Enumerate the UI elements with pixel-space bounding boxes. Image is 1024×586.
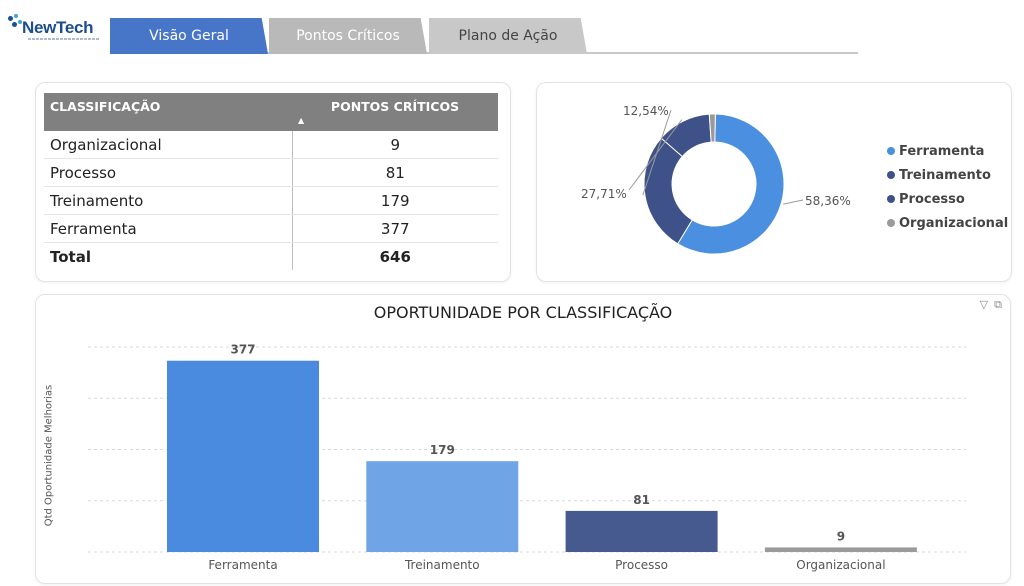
table-row: Organizacional 9 (44, 131, 498, 159)
donut-leader-line (628, 119, 683, 191)
legend-item-processo[interactable]: Processo (887, 187, 1008, 211)
donut-leader-line (783, 199, 804, 205)
total-value: 646 (379, 247, 411, 266)
row-value: 9 (292, 131, 498, 159)
row-value: 81 (292, 158, 498, 187)
legend-dot (887, 171, 895, 179)
classification-table: CLASSIFICAÇÃO PONTOS CRÍTICOS ▲ Organiza… (44, 93, 498, 270)
legend-item-ferramenta[interactable]: Ferramenta (887, 139, 1008, 163)
bar-data-label: 377 (230, 343, 255, 357)
filter-icon[interactable]: ▽ (979, 298, 989, 311)
bar-ferramenta[interactable] (167, 360, 319, 552)
donut-chart-card: 12,54% 27,71% 58,36% Ferramenta Treiname… (536, 82, 1012, 282)
legend-label: Treinamento (899, 167, 991, 183)
table-header-row: CLASSIFICAÇÃO PONTOS CRÍTICOS ▲ (44, 93, 498, 131)
donut-slice-organizacional[interactable] (708, 113, 716, 143)
legend-dot (887, 219, 895, 227)
bar-chart-card: OPORTUNIDADE POR CLASSIFICAÇÃO ▽ ⧉ Qtd O… (35, 294, 1011, 584)
focus-mode-icon[interactable]: ⧉ (994, 298, 1002, 311)
tab-pontos-criticos[interactable]: Pontos Críticos (269, 18, 427, 54)
logo-text: NewTech (22, 18, 94, 37)
donut-leader-line (642, 109, 672, 196)
legend-dot (887, 195, 895, 203)
table-row: Treinamento 179 (44, 186, 498, 215)
donut-label-treinamento: 12,54% (623, 104, 669, 118)
logo-mark-icon (6, 14, 26, 30)
total-label: Total (44, 242, 293, 270)
header-pontos-criticos-label: PONTOS CRÍTICOS (330, 99, 460, 114)
legend-label: Processo (899, 191, 965, 207)
donut-legend: Ferramenta Treinamento Processo Organiza… (887, 139, 1008, 235)
table-total-row: Total 646 (44, 242, 498, 270)
bar-organizacional[interactable] (764, 547, 917, 552)
sort-asc-icon[interactable]: ▲ (298, 116, 305, 125)
table-row: Processo 81 (44, 158, 498, 187)
page-tabs: Visão Geral Pontos Críticos Plano de Açã… (110, 18, 858, 54)
chart-title: OPORTUNIDADE POR CLASSIFICAÇÃO (373, 303, 673, 322)
classification-table-card: CLASSIFICAÇÃO PONTOS CRÍTICOS ▲ Organiza… (35, 82, 511, 282)
bar-data-label: 81 (633, 493, 650, 507)
tab-visao-geral[interactable]: Visão Geral (110, 18, 268, 54)
x-tick-label: Processo (615, 558, 668, 572)
logo-tagline (28, 38, 100, 40)
donut-chart (628, 109, 804, 255)
bar-chart: 377 Ferramenta 179 Treinamento 81 Processo 9 Or… (88, 343, 966, 572)
legend-label: Ferramenta (899, 143, 985, 159)
bar-processo[interactable] (565, 510, 718, 552)
donut-label-ferramenta: 58,36% (805, 194, 851, 208)
row-label: Treinamento (44, 186, 293, 215)
legend-dot (887, 147, 895, 155)
visual-header-icons: ▽ ⧉ (980, 298, 1002, 312)
x-tick-label: Treinamento (404, 558, 480, 572)
donut-label-processo: 27,71% (581, 187, 627, 201)
x-tick-label: Ferramenta (208, 558, 277, 572)
legend-label: Organizacional (899, 215, 1009, 231)
row-label: Ferramenta (44, 214, 293, 243)
newtech-logo: NewTech (6, 12, 102, 46)
header-pontos-criticos[interactable]: PONTOS CRÍTICOS ▲ (292, 93, 498, 131)
legend-item-treinamento[interactable]: Treinamento (887, 163, 1008, 187)
legend-item-organizacional[interactable]: Organizacional (887, 211, 1008, 235)
table-row: Ferramenta 377 (44, 214, 498, 243)
bar-treinamento[interactable] (366, 461, 519, 552)
tab-plano-de-acao[interactable]: Plano de Ação (429, 18, 587, 54)
x-tick-label: Organizacional (796, 558, 885, 572)
bar-data-label: 9 (837, 529, 845, 543)
row-label: Organizacional (44, 131, 293, 159)
header-classificacao[interactable]: CLASSIFICAÇÃO (44, 93, 292, 131)
row-value: 377 (292, 214, 498, 243)
row-label: Processo (44, 158, 293, 187)
donut-slice-ferramenta[interactable] (677, 113, 785, 255)
bar-data-label: 179 (430, 443, 455, 457)
row-value: 179 (292, 186, 498, 215)
